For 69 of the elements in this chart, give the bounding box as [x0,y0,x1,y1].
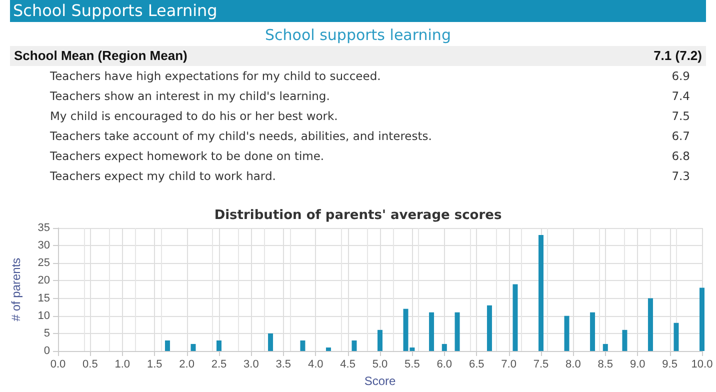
text: 6.8 [672,148,690,165]
x-tick-label: 4.5 [340,358,356,370]
y-tick-label: 0 [44,345,50,357]
y-tick-label: 30 [38,240,50,252]
x-tick-label: 0.0 [50,358,66,370]
chart-title: Distribution of parents' average scores [214,208,502,223]
bar [268,333,274,351]
bar [674,322,679,351]
x-tick-label: 3.0 [244,358,259,370]
x-tick-label: 7.5 [533,358,549,370]
x-tick-label: 8.0 [566,358,581,370]
bar [326,347,331,351]
bar [538,235,544,351]
x-tick-label: 2.5 [211,358,227,370]
bar [454,312,460,351]
bar [300,340,306,351]
bar [429,312,434,351]
x-tick-label: 2.0 [179,358,194,370]
text: Teachers take account of my child's needs, abilities, and interests. [50,128,432,145]
x-tick-label: 8.5 [598,358,614,370]
y-tick-label: 15 [38,292,50,304]
y-tick-label: 20 [38,274,50,287]
text: Teachers have high expectations for my child to succeed. [50,68,381,85]
y-axis-title: # of parents [9,258,23,322]
text: 7.4 [672,88,690,105]
text: Teachers expect my child to work hard. [50,168,276,185]
x-tick-label: 4.0 [308,358,324,370]
x-tick-label: 5.5 [404,358,420,370]
x-tick-label: 1.5 [146,358,162,370]
y-tick-label: 25 [38,257,50,270]
x-tick-label: 7.0 [501,358,516,370]
bar [442,344,447,351]
text: 7.3 [672,168,690,185]
text: 7.5 [672,108,690,125]
text: 7.1 (7.2) [654,47,702,65]
bar [590,312,596,351]
bar [190,344,196,351]
bar [564,316,570,351]
x-tick-label: 6.5 [468,358,484,370]
y-tick-label: 35 [38,222,50,234]
text: My child is encouraged to do his or her best work. [50,108,338,125]
bar [622,330,628,351]
bar [486,305,492,351]
x-tick-label: 5.0 [372,358,388,370]
text: School Supports Learning [10,0,706,22]
bar [512,284,518,351]
x-tick-label: 10.0 [691,358,713,370]
y-tick-label: 5 [44,327,50,340]
text: School supports learning [264,26,452,46]
text: 6.7 [672,128,690,145]
text: Teachers show an interest in my child's learning. [50,88,330,105]
bar [602,344,608,351]
y-tick-label: 10 [38,310,50,322]
bar [164,340,170,351]
text: 6.9 [672,68,690,85]
bar [378,330,382,351]
bar [216,340,222,351]
text: Teachers expect homework to be done on time. [50,148,324,165]
x-tick-label: 1.0 [114,358,130,370]
bar [700,288,704,351]
x-tick-label: 0.5 [82,358,98,370]
x-axis-title: Score [364,374,396,388]
bar [648,298,653,351]
bar [352,340,357,351]
x-tick-label: 9.0 [630,358,646,370]
text: School Mean (Region Mean) [14,47,188,65]
x-tick-label: 9.5 [662,358,678,370]
x-tick-label: 3.5 [276,358,292,370]
x-tick-label: 6.0 [436,358,452,370]
